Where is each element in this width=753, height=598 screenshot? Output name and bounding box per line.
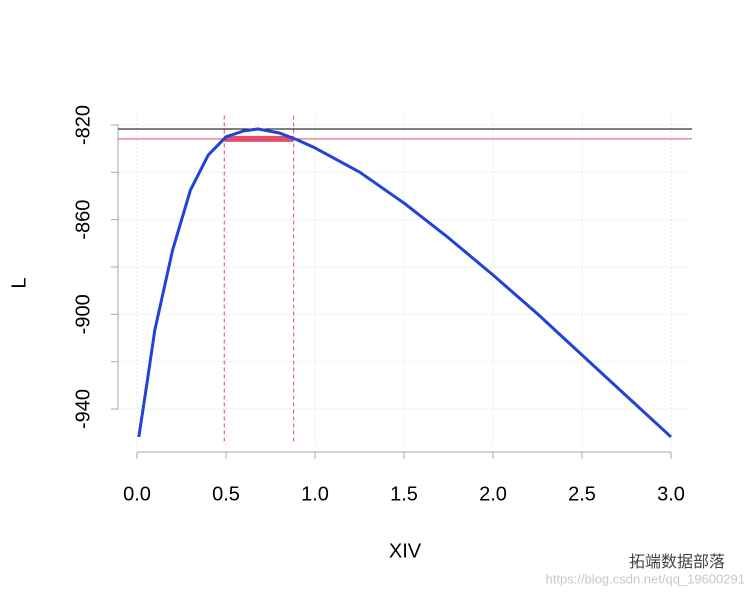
line [137,127,673,439]
x-tick-label: 3.0 [657,483,685,505]
y-tick-label: -860 [72,200,94,240]
y-tick-label: -820 [72,105,94,145]
x-tick-label: 1.5 [390,483,418,505]
x-tick-label: 2.0 [479,483,507,505]
x-axis-label: XIV [389,540,422,562]
x-tick-label: 0.0 [123,483,151,505]
y-tick-label: -900 [72,294,94,334]
x-tick-label: 1.0 [301,483,329,505]
y-axis-label: L [8,277,30,288]
x-tick-label: 0.5 [212,483,240,505]
watermark: 拓端数据部落 [629,553,725,571]
x-tick-label: 2.5 [568,483,596,505]
watermark-url: https://blog.csdn.net/qq_19600291 [546,571,746,586]
y-tick-label: -940 [72,389,94,429]
